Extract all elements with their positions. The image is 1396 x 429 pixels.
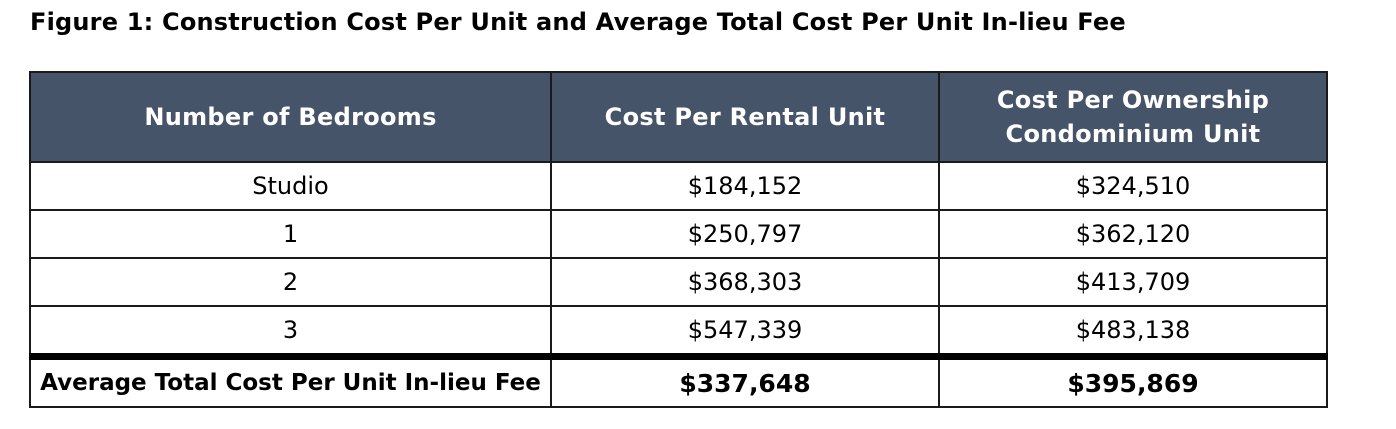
average-label: Average Total Cost Per Unit In-lieu Fee — [29, 355, 552, 408]
cell-rental-cost: $250,797 — [550, 209, 940, 259]
cell-ownership-cost: $483,138 — [938, 305, 1328, 360]
table-row: Studio $184,152 $324,510 — [29, 161, 1328, 211]
cell-rental-cost: $368,303 — [550, 257, 940, 307]
header-ownership-cost: Cost Per Ownership Condominium Unit — [938, 71, 1328, 163]
table-footer: Average Total Cost Per Unit In-lieu Fee … — [29, 355, 1328, 408]
header-rental-cost: Cost Per Rental Unit — [550, 71, 940, 163]
cell-rental-cost: $547,339 — [550, 305, 940, 360]
header-bedrooms: Number of Bedrooms — [29, 71, 552, 163]
average-rental-cost: $337,648 — [550, 355, 940, 408]
header-row: Number of Bedrooms Cost Per Rental Unit … — [29, 71, 1328, 163]
cell-ownership-cost: $362,120 — [938, 209, 1328, 259]
cell-bedrooms: Studio — [29, 161, 552, 211]
figure-title: Figure 1: Construction Cost Per Unit and… — [30, 8, 1126, 36]
table-body: Studio $184,152 $324,510 1 $250,797 $362… — [29, 161, 1328, 360]
table-row: 3 $547,339 $483,138 — [29, 305, 1328, 360]
cell-bedrooms: 1 — [29, 209, 552, 259]
table-header: Number of Bedrooms Cost Per Rental Unit … — [29, 71, 1328, 163]
cell-bedrooms: 3 — [29, 305, 552, 360]
cell-rental-cost: $184,152 — [550, 161, 940, 211]
average-ownership-cost: $395,869 — [938, 355, 1328, 408]
cost-table: Number of Bedrooms Cost Per Rental Unit … — [29, 71, 1328, 408]
cell-ownership-cost: $324,510 — [938, 161, 1328, 211]
table-row: 1 $250,797 $362,120 — [29, 209, 1328, 259]
table-row: 2 $368,303 $413,709 — [29, 257, 1328, 307]
average-row: Average Total Cost Per Unit In-lieu Fee … — [29, 355, 1328, 408]
cell-ownership-cost: $413,709 — [938, 257, 1328, 307]
cell-bedrooms: 2 — [29, 257, 552, 307]
